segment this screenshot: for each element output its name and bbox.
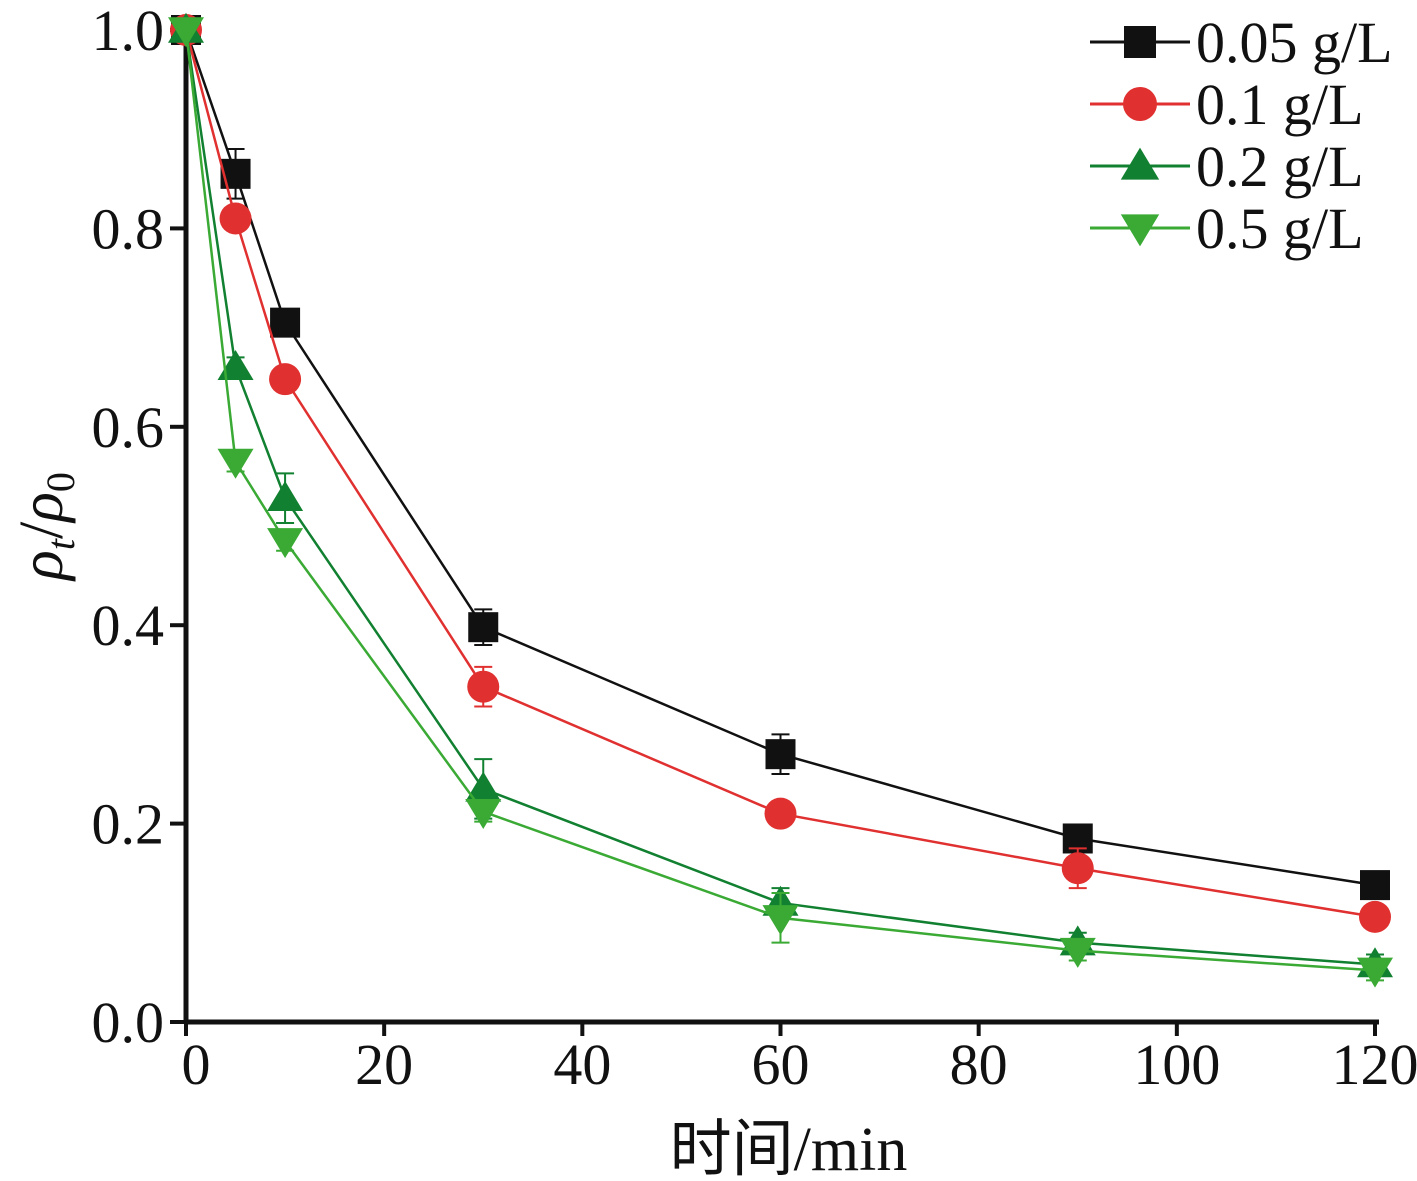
data-point bbox=[764, 797, 797, 830]
x-tick-label: 120 bbox=[1332, 1032, 1417, 1097]
x-tick-label: 80 bbox=[950, 1032, 1008, 1097]
data-point bbox=[269, 363, 302, 396]
y-tick-label: 0.8 bbox=[92, 196, 165, 261]
y-axis-title-slash: / bbox=[8, 521, 76, 539]
legend-item: 0.1 g/L bbox=[1090, 72, 1364, 137]
y-axis-title-sub-0: 0 bbox=[38, 472, 83, 492]
data-point bbox=[270, 307, 301, 338]
y-tick-label: 0.4 bbox=[92, 593, 165, 658]
data-point bbox=[168, 17, 204, 48]
data-point bbox=[267, 480, 304, 511]
data-point bbox=[467, 670, 500, 703]
legend-marker bbox=[1120, 214, 1160, 247]
data-point bbox=[765, 739, 796, 770]
y-tick-label: 0.6 bbox=[92, 395, 165, 460]
legend-item: 0.2 g/L bbox=[1090, 134, 1364, 199]
y-tick-label: 0.2 bbox=[92, 792, 165, 857]
legend-label: 0.05 g/L bbox=[1196, 10, 1393, 75]
y-axis-title-rho-t: ρ bbox=[8, 550, 76, 582]
y-axis-title-rho-0: ρ bbox=[8, 492, 76, 524]
data-point bbox=[217, 448, 254, 479]
data-point bbox=[465, 798, 502, 829]
series-0-1-g-L bbox=[170, 14, 1391, 933]
data-point bbox=[1359, 900, 1391, 933]
x-tick-label: 20 bbox=[355, 1032, 413, 1097]
series-0-5-g-L bbox=[168, 17, 1393, 988]
legend-label: 0.5 g/L bbox=[1196, 196, 1364, 261]
data-point bbox=[762, 905, 799, 936]
x-tick-label: 60 bbox=[752, 1032, 810, 1097]
y-tick-label: 1.0 bbox=[92, 0, 165, 63]
data-point bbox=[1357, 957, 1393, 988]
x-tick-label: 40 bbox=[553, 1032, 611, 1097]
data-point bbox=[1360, 870, 1390, 901]
x-axis-title: 时间/min bbox=[670, 1116, 908, 1181]
legend-marker bbox=[1120, 147, 1160, 180]
legend-marker bbox=[1123, 87, 1157, 121]
legend-marker bbox=[1124, 26, 1156, 58]
legend-item: 0.05 g/L bbox=[1090, 10, 1393, 75]
y-axis-title-sub-t: t bbox=[38, 538, 83, 550]
x-tick-label: 0 bbox=[182, 1032, 211, 1097]
legend-label: 0.2 g/L bbox=[1196, 134, 1364, 199]
legend: 0.05 g/L0.1 g/L0.2 g/L0.5 g/L bbox=[1090, 10, 1393, 261]
legend-label: 0.1 g/L bbox=[1196, 72, 1364, 137]
y-axis-title: ρt/ρ0 bbox=[8, 472, 83, 582]
data-point bbox=[1061, 852, 1094, 885]
data-point bbox=[465, 771, 502, 802]
x-tick-label: 100 bbox=[1133, 1032, 1220, 1097]
data-point bbox=[1059, 937, 1096, 968]
legend-item: 0.5 g/L bbox=[1090, 196, 1364, 261]
data-point bbox=[219, 202, 252, 235]
data-point bbox=[267, 528, 304, 559]
y-tick-label: 0.0 bbox=[92, 990, 165, 1055]
series-layer bbox=[168, 12, 1393, 988]
data-point bbox=[468, 612, 499, 643]
